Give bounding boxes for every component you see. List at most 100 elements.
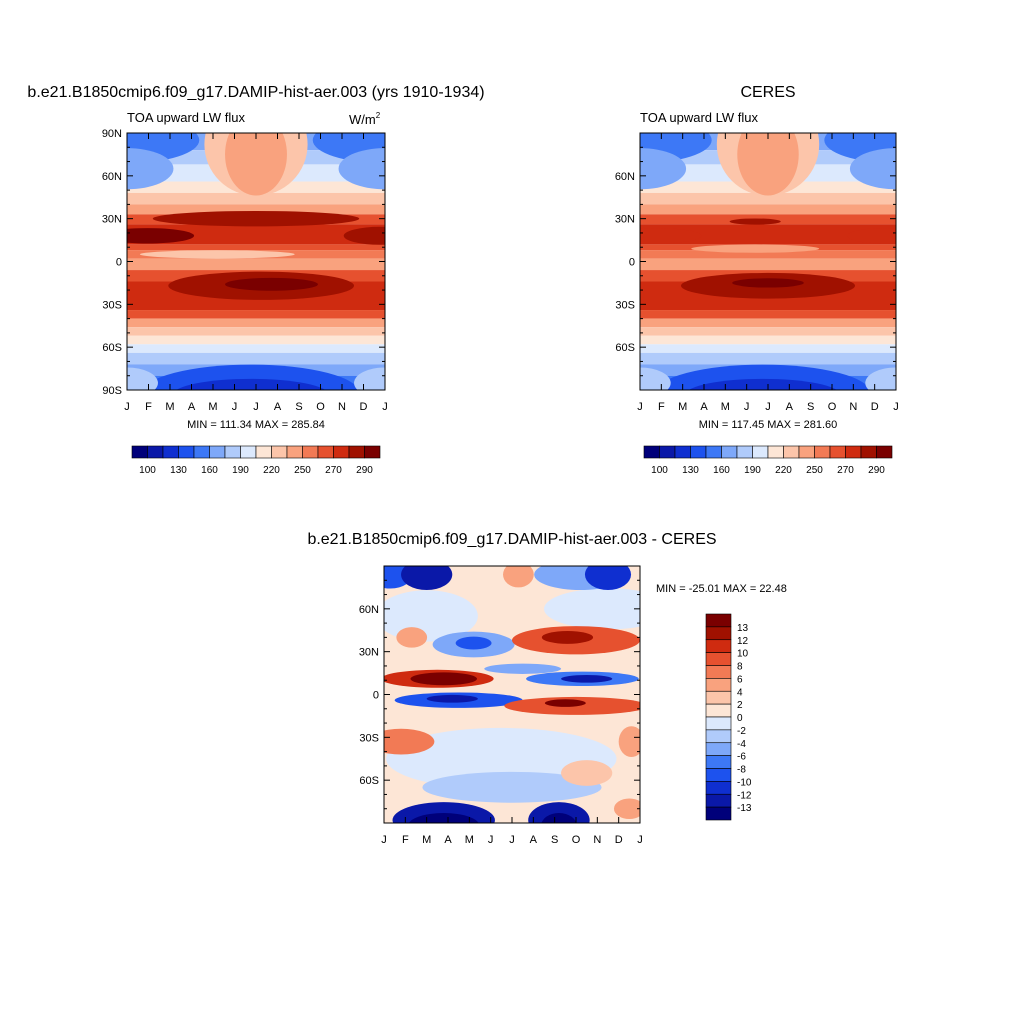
contour-region	[426, 694, 478, 703]
contour-region	[127, 148, 174, 190]
x-tick-label: J	[124, 401, 130, 413]
x-tick-label: F	[402, 834, 409, 846]
colorbar-box	[767, 445, 784, 459]
contour-region	[865, 367, 896, 390]
x-tick-label: F	[658, 401, 665, 413]
colorbar-label: 270	[325, 465, 342, 476]
colorbar-label: 290	[868, 465, 885, 476]
x-tick-label: F	[145, 401, 152, 413]
contour-region	[139, 250, 295, 259]
colorbar-box	[705, 806, 732, 821]
contour-region	[176, 378, 326, 390]
colorbar-box	[705, 445, 722, 459]
colorbar-box	[643, 445, 660, 459]
contour-region	[618, 726, 640, 758]
y-tick-label: 0	[373, 690, 379, 702]
contour-band	[127, 318, 385, 328]
colorbar-box	[317, 445, 334, 459]
contour-band	[127, 310, 385, 319]
colorbar-label: 190	[232, 465, 249, 476]
colorbar-box	[705, 755, 732, 769]
y-tick-label: 0	[116, 257, 122, 269]
contour-region	[732, 278, 804, 288]
colorbar-box	[659, 445, 676, 459]
colorbar-box	[302, 445, 319, 459]
contour-region	[143, 364, 359, 390]
colorbar-label: -12	[737, 790, 752, 801]
colorbar-box	[705, 678, 732, 692]
x-tick-label: A	[700, 401, 708, 413]
colorbar-label: 160	[713, 465, 730, 476]
colorbar-label: 12	[737, 636, 749, 647]
contour-band	[640, 335, 896, 345]
contour-band	[127, 344, 385, 353]
contour-band	[640, 310, 896, 319]
ceres-colorbar: 100 130 160 190 220 250 270 290	[643, 445, 893, 476]
colorbar-label: -10	[737, 777, 752, 788]
contour-region	[541, 813, 577, 823]
x-tick-label: J	[382, 401, 388, 413]
y-tick-label: 30N	[102, 214, 122, 226]
x-tick-label: A	[444, 834, 452, 846]
model-panel: b.e21.B1850cmip6.f09_g17.DAMIP-hist-aer.…	[27, 84, 484, 476]
colorbar-box	[131, 445, 148, 459]
colorbar-box	[798, 445, 815, 459]
colorbar-box	[845, 445, 862, 459]
contour-band	[640, 352, 896, 365]
colorbar-label: 0	[737, 713, 743, 724]
ceres-panel: CERES TOA upward LW flux J F M A M J J A S O N D J 60…	[615, 84, 899, 476]
x-tick-label: O	[572, 834, 581, 846]
colorbar-box	[876, 445, 893, 459]
x-tick-label: A	[530, 834, 538, 846]
contour-region	[127, 228, 195, 244]
colorbar-box	[705, 742, 732, 756]
contour-region	[396, 627, 428, 648]
colorbar-label: 290	[356, 465, 373, 476]
difference-contour-field	[384, 566, 640, 823]
contour-region	[584, 566, 632, 590]
colorbar-label: 160	[201, 465, 218, 476]
x-tick-label: J	[232, 401, 238, 413]
model-variable-label: TOA upward LW flux	[127, 110, 246, 125]
colorbar-label: 220	[775, 465, 792, 476]
colorbar-label: -8	[737, 765, 746, 776]
contour-region	[849, 148, 896, 190]
y-tick-label: 30N	[615, 214, 635, 226]
colorbar-box	[705, 793, 732, 808]
colorbar-box	[705, 716, 732, 731]
colorbar-box	[333, 445, 350, 459]
x-tick-label: A	[188, 401, 196, 413]
colorbar-box	[240, 445, 257, 459]
colorbar-label: 250	[806, 465, 823, 476]
x-tick-label: M	[465, 834, 474, 846]
x-tick-label: D	[871, 401, 879, 413]
x-tick-label: J	[509, 834, 515, 846]
colorbar-label: -13	[737, 803, 752, 814]
colorbar-label: -4	[737, 739, 746, 750]
colorbar-box	[674, 445, 691, 459]
contour-band	[127, 244, 385, 251]
y-tick-label: 90N	[102, 128, 122, 140]
x-tick-label: J	[765, 401, 771, 413]
x-tick-label: D	[615, 834, 623, 846]
contour-region	[729, 218, 781, 225]
colorbar-label: 13	[737, 623, 749, 634]
x-tick-label: J	[893, 401, 899, 413]
contour-region	[422, 771, 602, 803]
difference-axes: J F M A M J J A S O N D J 60N 30N 0 30S 60S	[359, 565, 643, 846]
colorbar-box	[705, 768, 732, 782]
contour-region	[561, 760, 613, 786]
model-contour-field	[127, 133, 385, 390]
difference-min-max: MIN = -25.01 MAX = 22.48	[656, 583, 787, 595]
colorbar-box	[829, 445, 846, 459]
colorbar-label: 4	[737, 687, 743, 698]
y-tick-label: 0	[629, 257, 635, 269]
colorbar-box	[255, 445, 272, 459]
contour-band	[640, 344, 896, 353]
y-tick-label: 60N	[102, 171, 122, 183]
contour-region	[640, 367, 671, 390]
x-tick-label: S	[295, 401, 302, 413]
contour-region	[544, 699, 586, 707]
contour-region	[410, 672, 478, 686]
